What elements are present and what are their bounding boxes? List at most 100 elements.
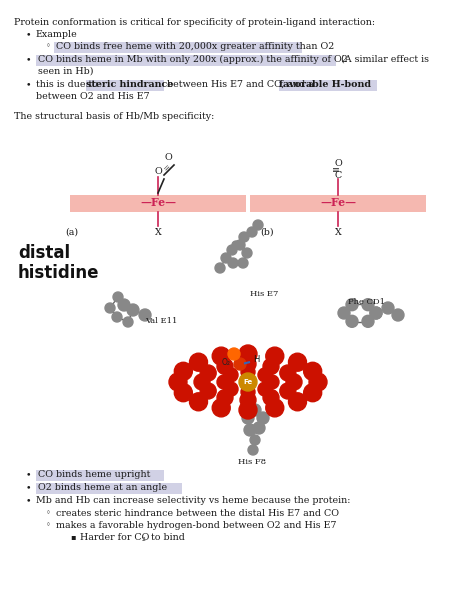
Circle shape [346, 299, 358, 311]
Text: —Fe—: —Fe— [320, 197, 356, 208]
Circle shape [280, 365, 296, 381]
Circle shape [309, 373, 327, 391]
Text: Val E11: Val E11 [145, 317, 177, 325]
Circle shape [362, 299, 374, 311]
Circle shape [240, 392, 256, 408]
Bar [250, 195, 426, 212]
Text: Protein conformation is critical for specificity of protein-ligand interaction:: Protein conformation is critical for spe… [14, 18, 375, 27]
Text: Fe: Fe [243, 379, 253, 385]
Circle shape [304, 384, 322, 402]
FancyBboxPatch shape [36, 55, 336, 66]
Circle shape [257, 412, 269, 424]
Circle shape [289, 393, 307, 411]
Bar [70, 195, 246, 212]
Circle shape [194, 374, 210, 390]
Circle shape [239, 373, 257, 391]
Text: =: = [162, 163, 172, 173]
Text: •: • [26, 55, 31, 64]
Text: O: O [334, 159, 342, 167]
Circle shape [242, 412, 254, 424]
Circle shape [228, 258, 238, 268]
Circle shape [234, 358, 246, 370]
Circle shape [224, 382, 238, 396]
Text: to bind: to bind [148, 533, 185, 542]
Circle shape [248, 445, 258, 455]
Text: seen in Hb): seen in Hb) [38, 67, 93, 76]
Text: steric hindrance: steric hindrance [86, 80, 173, 89]
Circle shape [190, 393, 208, 411]
Text: O₂: O₂ [222, 358, 231, 367]
Text: O: O [155, 167, 163, 177]
Text: Phe CD1: Phe CD1 [348, 298, 385, 306]
Circle shape [174, 384, 192, 402]
Circle shape [289, 353, 307, 371]
Text: distal
histidine: distal histidine [18, 244, 100, 282]
Circle shape [250, 435, 260, 445]
Circle shape [280, 383, 296, 399]
Text: •: • [26, 483, 31, 492]
Circle shape [242, 248, 252, 258]
Text: between O2 and His E7: between O2 and His E7 [36, 92, 150, 101]
Circle shape [127, 304, 139, 316]
FancyBboxPatch shape [86, 80, 164, 91]
FancyBboxPatch shape [54, 42, 302, 53]
Circle shape [239, 401, 257, 419]
Circle shape [190, 353, 208, 371]
Text: this is due to: this is due to [36, 80, 101, 89]
Text: Example: Example [36, 30, 78, 39]
Circle shape [227, 245, 237, 255]
Text: CO binds heme upright: CO binds heme upright [38, 470, 150, 479]
Text: creates steric hindrance between the distal His E7 and CO: creates steric hindrance between the dis… [56, 509, 339, 518]
Text: •: • [26, 80, 31, 89]
Circle shape [215, 263, 225, 273]
Text: —Fe—: —Fe— [140, 197, 176, 208]
Text: ◦: ◦ [46, 509, 51, 517]
Circle shape [212, 347, 230, 365]
Circle shape [370, 307, 382, 319]
Circle shape [224, 368, 238, 382]
Circle shape [112, 312, 122, 322]
Circle shape [200, 383, 216, 399]
Circle shape [118, 299, 130, 311]
Circle shape [370, 307, 382, 319]
Text: ≡: ≡ [332, 167, 340, 175]
Circle shape [338, 307, 350, 319]
Circle shape [266, 399, 284, 417]
Text: X: X [155, 228, 161, 237]
Text: CO binds heme in Mb with only 200x (approx.) the affinity of O2: CO binds heme in Mb with only 200x (appr… [38, 55, 348, 64]
Circle shape [239, 345, 257, 363]
Text: X: X [335, 228, 341, 237]
Text: (A similar effect is: (A similar effect is [338, 55, 429, 64]
Circle shape [200, 365, 216, 381]
Circle shape [217, 390, 233, 406]
Circle shape [240, 356, 256, 372]
FancyBboxPatch shape [279, 80, 377, 91]
Text: O2 binds heme at an angle: O2 binds heme at an angle [38, 483, 167, 492]
Circle shape [263, 390, 279, 406]
Circle shape [244, 424, 256, 436]
Circle shape [221, 253, 231, 263]
FancyBboxPatch shape [36, 470, 164, 481]
FancyBboxPatch shape [36, 483, 182, 494]
Circle shape [113, 292, 123, 302]
Circle shape [247, 227, 257, 237]
Text: His E7: His E7 [250, 290, 278, 298]
Text: The structural basis of Hb/Mb specificity:: The structural basis of Hb/Mb specificit… [14, 112, 214, 121]
Text: makes a favorable hydrogen-bond between O2 and His E7: makes a favorable hydrogen-bond between … [56, 521, 337, 530]
Text: ◦: ◦ [46, 521, 51, 529]
Circle shape [265, 375, 279, 389]
Circle shape [266, 347, 284, 365]
Circle shape [228, 348, 240, 360]
Circle shape [232, 241, 240, 249]
Circle shape [174, 362, 192, 380]
Text: ▪: ▪ [70, 533, 75, 541]
Circle shape [253, 220, 263, 230]
Circle shape [346, 315, 358, 327]
Text: 2: 2 [142, 537, 146, 542]
Circle shape [304, 362, 322, 380]
Circle shape [241, 385, 255, 399]
Circle shape [105, 303, 115, 313]
Text: •: • [26, 470, 31, 479]
Text: C: C [334, 170, 342, 180]
Circle shape [239, 232, 249, 242]
